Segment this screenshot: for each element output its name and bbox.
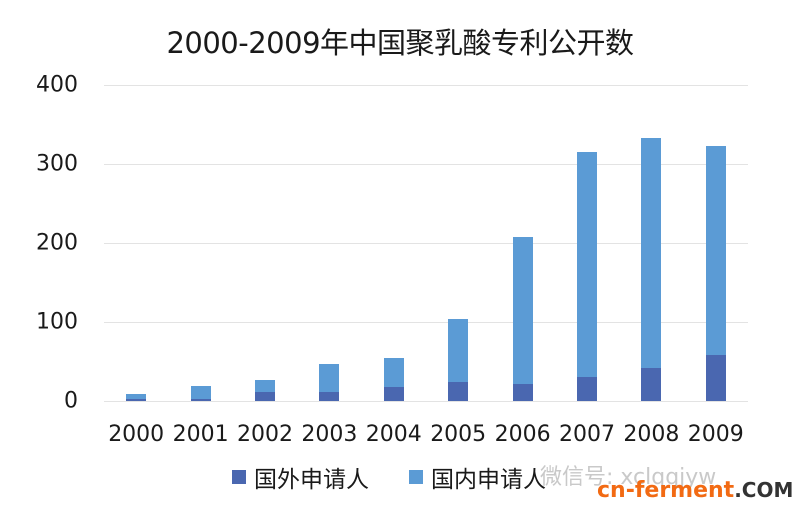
y-tick-label: 0 bbox=[64, 388, 78, 414]
x-tick-label: 2000 bbox=[108, 422, 165, 447]
bar-segment-domestic bbox=[641, 137, 662, 368]
bar-segment-domestic bbox=[319, 363, 340, 392]
bar-segment-domestic bbox=[705, 145, 726, 356]
x-tick-label: 2004 bbox=[365, 422, 422, 447]
bar-2005 bbox=[448, 318, 469, 401]
y-tick-label: 300 bbox=[36, 151, 78, 177]
bar-segment-domestic bbox=[255, 379, 275, 392]
x-tick-label: 2001 bbox=[172, 422, 229, 447]
legend-swatch-foreign bbox=[232, 470, 246, 484]
watermark-site-tld: .COM bbox=[734, 478, 794, 502]
bar-segment-domestic bbox=[383, 358, 404, 387]
bar-2004 bbox=[383, 358, 404, 401]
bar-segment-domestic bbox=[448, 318, 469, 383]
gridline bbox=[104, 322, 748, 323]
bar-segment-foreign bbox=[190, 399, 211, 401]
x-tick-label: 2009 bbox=[687, 422, 744, 447]
y-tick-label: 200 bbox=[36, 230, 78, 256]
legend-item-foreign: 国外申请人 bbox=[232, 460, 369, 494]
bar-segment-foreign bbox=[641, 367, 662, 401]
bar-2001 bbox=[190, 385, 211, 401]
bar-segment-foreign bbox=[126, 398, 147, 401]
bar-2003 bbox=[319, 363, 340, 401]
bar-2002 bbox=[255, 379, 275, 401]
y-tick-label: 400 bbox=[36, 72, 78, 98]
chart-title: 2000-2009年中国聚乳酸专利公开数 bbox=[166, 26, 634, 60]
x-tick-label: 2005 bbox=[430, 422, 487, 447]
gridline bbox=[104, 164, 748, 165]
y-tick-label: 100 bbox=[36, 309, 78, 335]
gridline bbox=[104, 401, 748, 402]
watermark-site-main: cn-ferment bbox=[597, 478, 735, 503]
bar-2006 bbox=[512, 236, 533, 401]
bar-2009 bbox=[705, 145, 726, 401]
legend: 国外申请人 国内申请人 bbox=[232, 460, 586, 494]
plot-area bbox=[104, 85, 748, 402]
bar-segment-domestic bbox=[126, 393, 147, 399]
bar-segment-foreign bbox=[512, 384, 533, 401]
legend-label-foreign: 国外申请人 bbox=[254, 467, 369, 493]
legend-swatch-domestic bbox=[409, 470, 423, 484]
bar-segment-domestic bbox=[512, 236, 533, 385]
bar-segment-foreign bbox=[448, 382, 469, 401]
bar-segment-domestic bbox=[190, 385, 211, 400]
gridline bbox=[104, 85, 748, 86]
bar-segment-foreign bbox=[577, 377, 597, 401]
bar-2008 bbox=[641, 137, 662, 401]
watermark-wechat: 微信号: xclqqjyw bbox=[540, 465, 717, 490]
gridline bbox=[104, 243, 748, 244]
bar-segment-foreign bbox=[383, 386, 404, 401]
bar-2000 bbox=[126, 393, 147, 401]
x-tick-label: 2006 bbox=[494, 422, 551, 447]
bar-2007 bbox=[577, 152, 597, 401]
watermark-site: cn-ferment.COM bbox=[597, 478, 793, 503]
bar-segment-domestic bbox=[577, 152, 597, 378]
x-tick-label: 2003 bbox=[301, 422, 358, 447]
bar-segment-foreign bbox=[255, 391, 275, 401]
legend-label-domestic: 国内申请人 bbox=[431, 467, 546, 493]
legend-item-domestic: 国内申请人 bbox=[409, 460, 546, 494]
x-tick-label: 2008 bbox=[623, 422, 680, 447]
bar-segment-foreign bbox=[319, 391, 340, 401]
x-tick-label: 2002 bbox=[237, 422, 293, 447]
bar-segment-foreign bbox=[705, 355, 726, 401]
x-tick-label: 2007 bbox=[559, 422, 615, 447]
